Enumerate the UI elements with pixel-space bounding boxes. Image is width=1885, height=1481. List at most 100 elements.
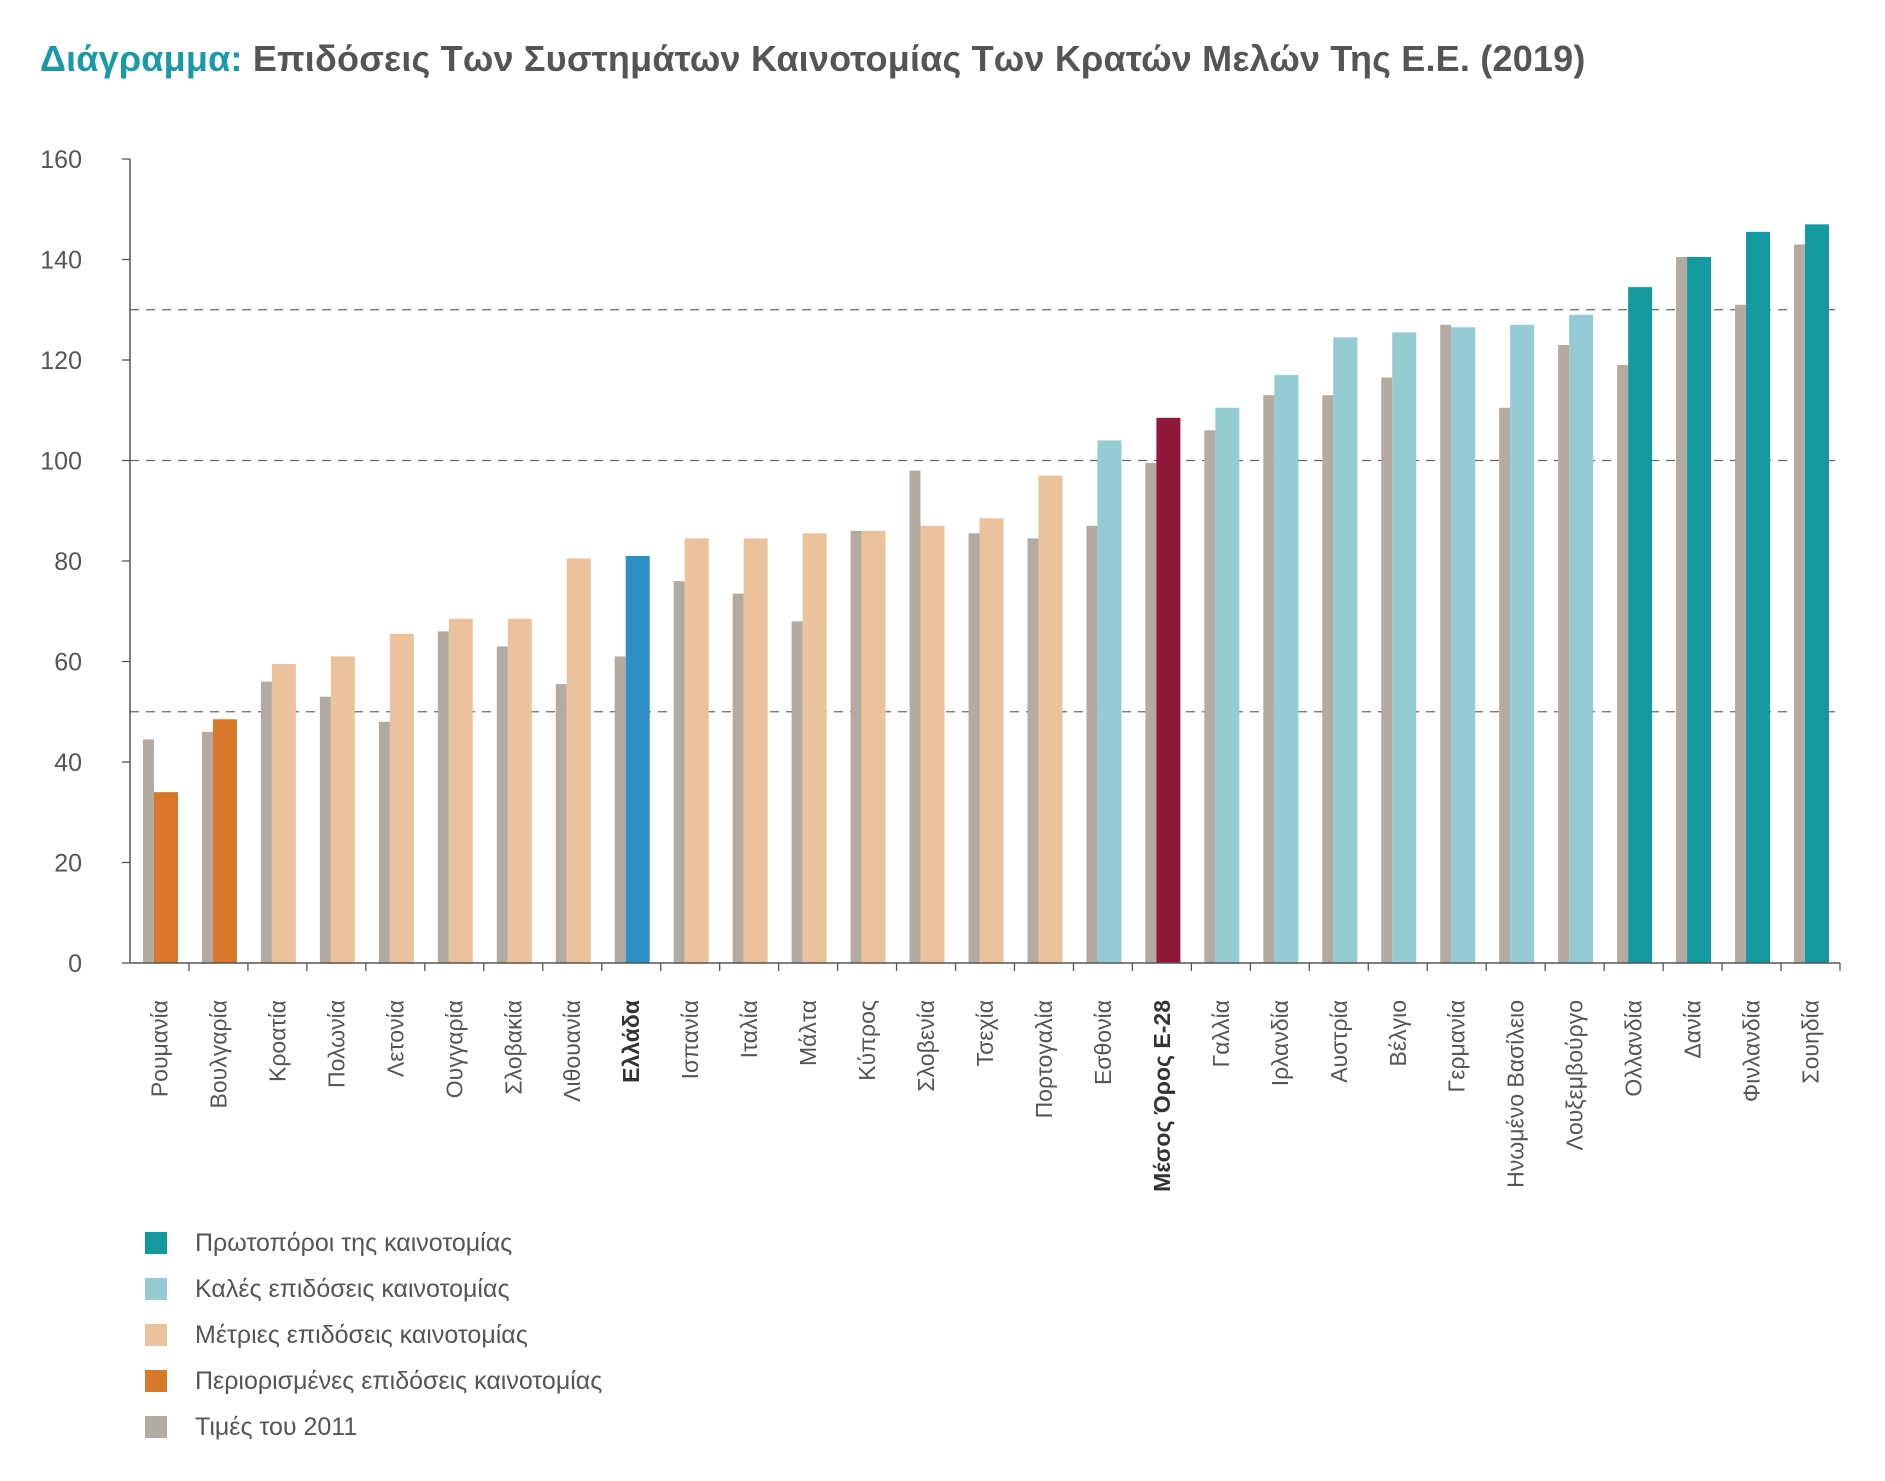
bar-2011 <box>555 684 567 963</box>
bar-2011 <box>909 470 921 963</box>
x-tick-label: Φινλανδία <box>1739 1000 1765 1102</box>
bar-2011 <box>1145 463 1157 963</box>
bar-2011 <box>1558 344 1570 963</box>
legend-label: Καλές επιδόσεις καινοτομίας <box>195 1274 510 1303</box>
bar-2019 <box>389 633 414 963</box>
bar-2019 <box>153 792 178 963</box>
bar-2019 <box>625 555 650 963</box>
bar-2011 <box>1794 244 1806 964</box>
bar-2019 <box>1333 337 1358 963</box>
bar-2011 <box>437 631 449 963</box>
y-tick-label: 60 <box>54 649 82 677</box>
x-tick-label: Τσεχία <box>972 1000 998 1066</box>
x-tick-label: Σουηδία <box>1798 1000 1824 1084</box>
bar-2019 <box>1156 417 1181 964</box>
y-tick-label: 140 <box>40 247 82 275</box>
bar-2011 <box>1086 525 1098 963</box>
bar-2011 <box>1676 256 1688 963</box>
x-tick-label: Μάλτα <box>795 1000 821 1066</box>
bar-2019 <box>1392 332 1417 963</box>
legend-swatch <box>145 1416 167 1438</box>
bar-2011 <box>496 646 508 963</box>
chart-title-text: Επιδόσεις Των Συστημάτων Καινοτομίας Των… <box>252 38 1586 79</box>
bar-2019 <box>684 538 709 963</box>
bar-2019 <box>1687 256 1712 963</box>
legend-swatch <box>145 1278 167 1300</box>
bar-2019 <box>1451 327 1476 963</box>
legend-item: Περιορισμένες επιδόσεις καινοτομίας <box>145 1358 602 1404</box>
bar-2011 <box>1027 538 1039 963</box>
bar-2011 <box>1440 324 1452 963</box>
bar-2011 <box>1322 395 1334 963</box>
bar-2019 <box>507 618 532 963</box>
bar-2019 <box>1746 231 1771 964</box>
bar-2011 <box>1735 304 1747 964</box>
y-tick-label: 0 <box>68 950 82 978</box>
bar-2019 <box>1274 375 1299 963</box>
x-tick-label: Ιρλανδία <box>1267 1000 1293 1086</box>
bar-2011 <box>1381 377 1393 963</box>
x-tick-label: Πορτογαλία <box>1031 1000 1057 1118</box>
y-tick-label: 160 <box>40 146 82 174</box>
x-tick-label: Ρουμανία <box>146 1000 172 1097</box>
y-tick-label: 120 <box>40 347 82 375</box>
bar-2011 <box>201 731 213 963</box>
legend-item: Πρωτοπόροι της καινοτομίας <box>145 1220 602 1266</box>
x-tick-label: Ιταλία <box>736 1000 762 1058</box>
bar-2019 <box>271 664 296 963</box>
x-tick-label: Πολωνία <box>323 1000 349 1088</box>
bar-2011 <box>732 593 744 963</box>
x-tick-label: Κύπρος <box>854 1000 880 1081</box>
bar-2019 <box>330 656 355 963</box>
x-tick-label: Ισπανία <box>677 1000 703 1079</box>
bar-2011 <box>1263 395 1275 963</box>
bar-2011 <box>319 696 331 963</box>
legend-label: Τιμές του 2011 <box>195 1412 358 1441</box>
bar-2019 <box>1805 224 1830 963</box>
bar-2011 <box>142 739 154 963</box>
x-tick-label: Σλοβακία <box>500 1000 526 1095</box>
x-tick-label: Δανία <box>1680 1000 1706 1059</box>
bar-2019 <box>979 518 1004 963</box>
bar-2011 <box>1617 365 1629 963</box>
bar-2019 <box>1097 440 1122 963</box>
bar-2019 <box>920 525 945 963</box>
x-tick-label: Ουγγαρία <box>441 1000 467 1098</box>
legend-label: Πρωτοπόροι της καινοτομίας <box>195 1228 513 1257</box>
bar-2011 <box>614 656 626 963</box>
bar-2011 <box>260 681 272 963</box>
legend-item: Τιμές του 2011 <box>145 1404 602 1450</box>
bar-2011 <box>968 533 980 963</box>
bar-2011 <box>378 721 390 963</box>
bar-2011 <box>791 621 803 963</box>
x-tick-label: Αυστρία <box>1326 1000 1352 1083</box>
y-tick-label: 20 <box>54 850 82 878</box>
bar-2011 <box>1204 430 1216 964</box>
legend-label: Μέτριες επιδόσεις καινοτομίας <box>195 1320 528 1349</box>
x-tick-label: Γαλλία <box>1208 1000 1234 1067</box>
y-tick-label: 80 <box>54 548 82 576</box>
bar-2011 <box>673 581 685 963</box>
x-tick-label: Γερμανία <box>1444 1000 1470 1092</box>
chart-title: Διάγραμμα: Επιδόσεις Των Συστημάτων Καιν… <box>40 38 1586 80</box>
bar-2019 <box>802 533 827 963</box>
bar-2019 <box>212 719 237 963</box>
legend-label: Περιορισμένες επιδόσεις καινοτομίας <box>195 1366 603 1395</box>
legend-swatch <box>145 1370 167 1392</box>
bar-2019 <box>1215 407 1240 963</box>
x-tick-label: Ολλανδία <box>1621 1000 1647 1097</box>
x-tick-label: Σλοβενία <box>913 1000 939 1092</box>
x-tick-label: Μέσος Όρος Ε-28 <box>1149 1000 1175 1192</box>
bar-2019 <box>1038 475 1063 963</box>
bar-2019 <box>743 538 768 963</box>
x-tick-label: Βουλγαρία <box>205 1000 231 1109</box>
legend-item: Καλές επιδόσεις καινοτομίας <box>145 1266 602 1312</box>
x-tick-label: Ηνωμένο Βασίλειο <box>1503 1000 1529 1188</box>
y-tick-label: 100 <box>40 448 82 476</box>
bar-2019 <box>861 530 886 963</box>
x-tick-label: Κροατία <box>264 1000 290 1082</box>
bar-2019 <box>1569 314 1594 963</box>
bar-2019 <box>566 558 591 963</box>
bar-2011 <box>850 530 862 963</box>
